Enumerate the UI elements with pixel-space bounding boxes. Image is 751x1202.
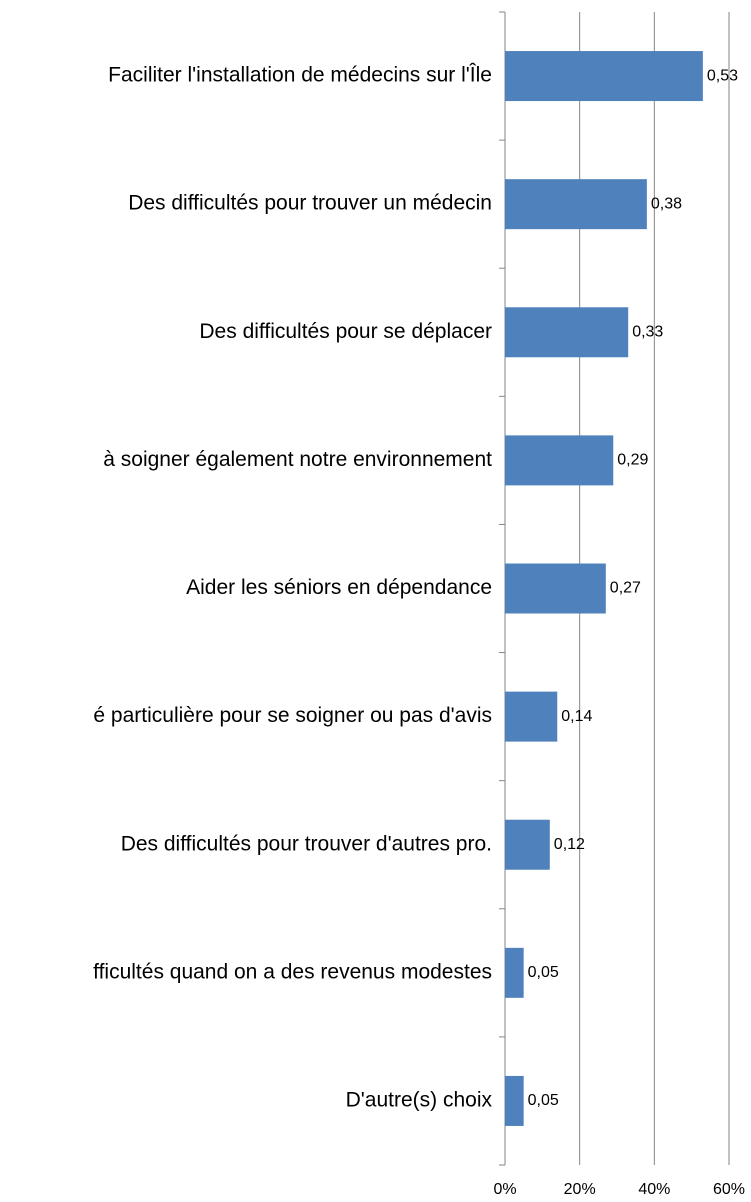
value-label: 0,38: [651, 195, 682, 212]
bar: [505, 1075, 524, 1126]
bar: [505, 179, 647, 230]
value-label: 0,29: [617, 452, 648, 469]
category-label: Des difficultés pour trouver un médecin: [128, 192, 492, 215]
category-label: Aider les séniors en dépendance: [186, 576, 492, 599]
value-label: 0,05: [528, 964, 559, 981]
value-label: 0,27: [610, 580, 641, 597]
category-label: Des difficultés pour se déplacer: [199, 320, 492, 343]
category-label: Des difficultés pour trouver d'autres pr…: [121, 832, 492, 855]
bar: [505, 819, 550, 870]
x-tick-label: 60%: [713, 1181, 745, 1198]
category-label: à soigner également notre environnement: [103, 448, 492, 471]
bar: [505, 307, 629, 358]
value-label: 0,53: [707, 67, 738, 84]
value-label: 0,33: [632, 323, 663, 340]
bar: [505, 563, 606, 614]
value-label: 0,12: [554, 836, 585, 853]
value-label: 0,14: [561, 708, 592, 725]
category-label: é particulière pour se soigner ou pas d'…: [93, 704, 492, 727]
bar: [505, 947, 524, 998]
x-tick-label: 0%: [493, 1181, 516, 1198]
bar: [505, 51, 703, 102]
x-tick-label: 20%: [564, 1181, 596, 1198]
bar: [505, 435, 614, 486]
category-label: Faciliter l'installation de médecins sur…: [108, 64, 492, 87]
category-label: D'autre(s) choix: [346, 1088, 493, 1111]
value-label: 0,05: [528, 1092, 559, 1109]
bar: [505, 691, 558, 742]
category-label: fficultés quand on a des revenus modeste…: [93, 960, 492, 983]
x-tick-label: 40%: [638, 1181, 670, 1198]
